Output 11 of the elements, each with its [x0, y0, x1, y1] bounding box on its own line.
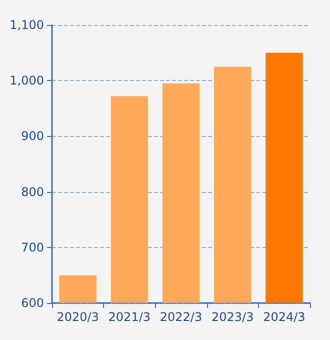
y-tick-label: 700 — [21, 240, 44, 254]
x-tick-label: 2023/3 — [211, 310, 254, 324]
x-tick-label: 2022/3 — [160, 310, 202, 324]
x-tick-label: 2020/3 — [56, 310, 99, 324]
y-tick-label: 800 — [21, 184, 44, 199]
y-tick-label: 1,000 — [10, 74, 44, 88]
y-tick-label: 900 — [21, 129, 44, 144]
y-tick-label: 1,100 — [10, 18, 44, 32]
x-tick-label: 2024/3 — [263, 310, 306, 324]
y-tick-label: 600 — [21, 296, 44, 310]
x-tick-label: 2021/3 — [108, 310, 151, 324]
